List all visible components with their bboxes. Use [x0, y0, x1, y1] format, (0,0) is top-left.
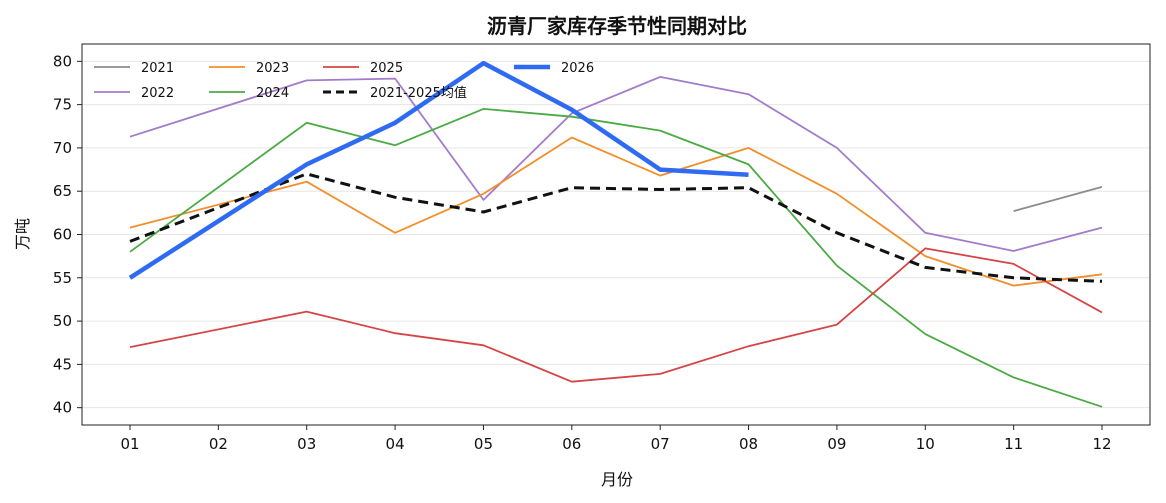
x-tick-label: 07: [651, 435, 670, 453]
y-axis-label: 万吨: [13, 218, 32, 250]
x-tick-label: 03: [297, 435, 316, 453]
grid-layer: [82, 60, 1150, 409]
y-tick-label: 70: [53, 139, 72, 157]
legend-label-2023: 2023: [256, 61, 289, 76]
x-tick-label: 01: [120, 435, 139, 453]
x-tick-label: 09: [827, 435, 846, 453]
series-layer: [128, 60, 1103, 408]
y-tick-label: 50: [53, 312, 72, 330]
y-tick-label: 45: [53, 355, 72, 373]
series-line-2026: [128, 60, 749, 280]
legend-label-2025: 2025: [370, 61, 403, 76]
series-line-2022: [129, 76, 1103, 252]
x-tick-label: 04: [386, 435, 405, 453]
y-tick-label: 75: [53, 96, 72, 114]
ticks-layer: 40 45 50 55 60 65 70 75 80 01 02 03 04 05 06 07 08 09 10 11…: [53, 52, 1112, 453]
y-tick-label: 65: [53, 182, 72, 200]
x-tick-label: 02: [209, 435, 228, 453]
legend-label-2021: 2021: [141, 61, 174, 76]
x-tick-label: 11: [1004, 435, 1023, 453]
y-tick-label: 60: [53, 226, 72, 244]
series-line-2025: [129, 247, 1103, 383]
x-axis-label: 月份: [601, 470, 633, 489]
series-line-2023: [129, 136, 1103, 287]
chart-title: 沥青厂家库存季节性同期对比: [487, 14, 747, 38]
x-tick-label: 08: [739, 435, 758, 453]
legend: 2021 2022 2023 2024 2025 2021-2025均值 2026: [94, 61, 594, 101]
y-tick-label: 55: [53, 269, 72, 287]
legend-label-2021-2025均值: 2021-2025均值: [370, 85, 467, 101]
x-tick-label: 05: [474, 435, 493, 453]
y-tick-label: 40: [53, 399, 72, 417]
series-line-2021-2025均值: [129, 172, 1103, 283]
series-line-2021: [1013, 186, 1103, 212]
series-line-2024: [129, 108, 1103, 408]
x-tick-label: 12: [1092, 435, 1111, 453]
legend-label-2026: 2026: [561, 61, 594, 76]
x-tick-label: 10: [916, 435, 935, 453]
legend-label-2022: 2022: [141, 86, 174, 101]
x-tick-label: 06: [562, 435, 581, 453]
y-tick-label: 80: [53, 52, 72, 70]
legend-label-2024: 2024: [256, 86, 289, 101]
